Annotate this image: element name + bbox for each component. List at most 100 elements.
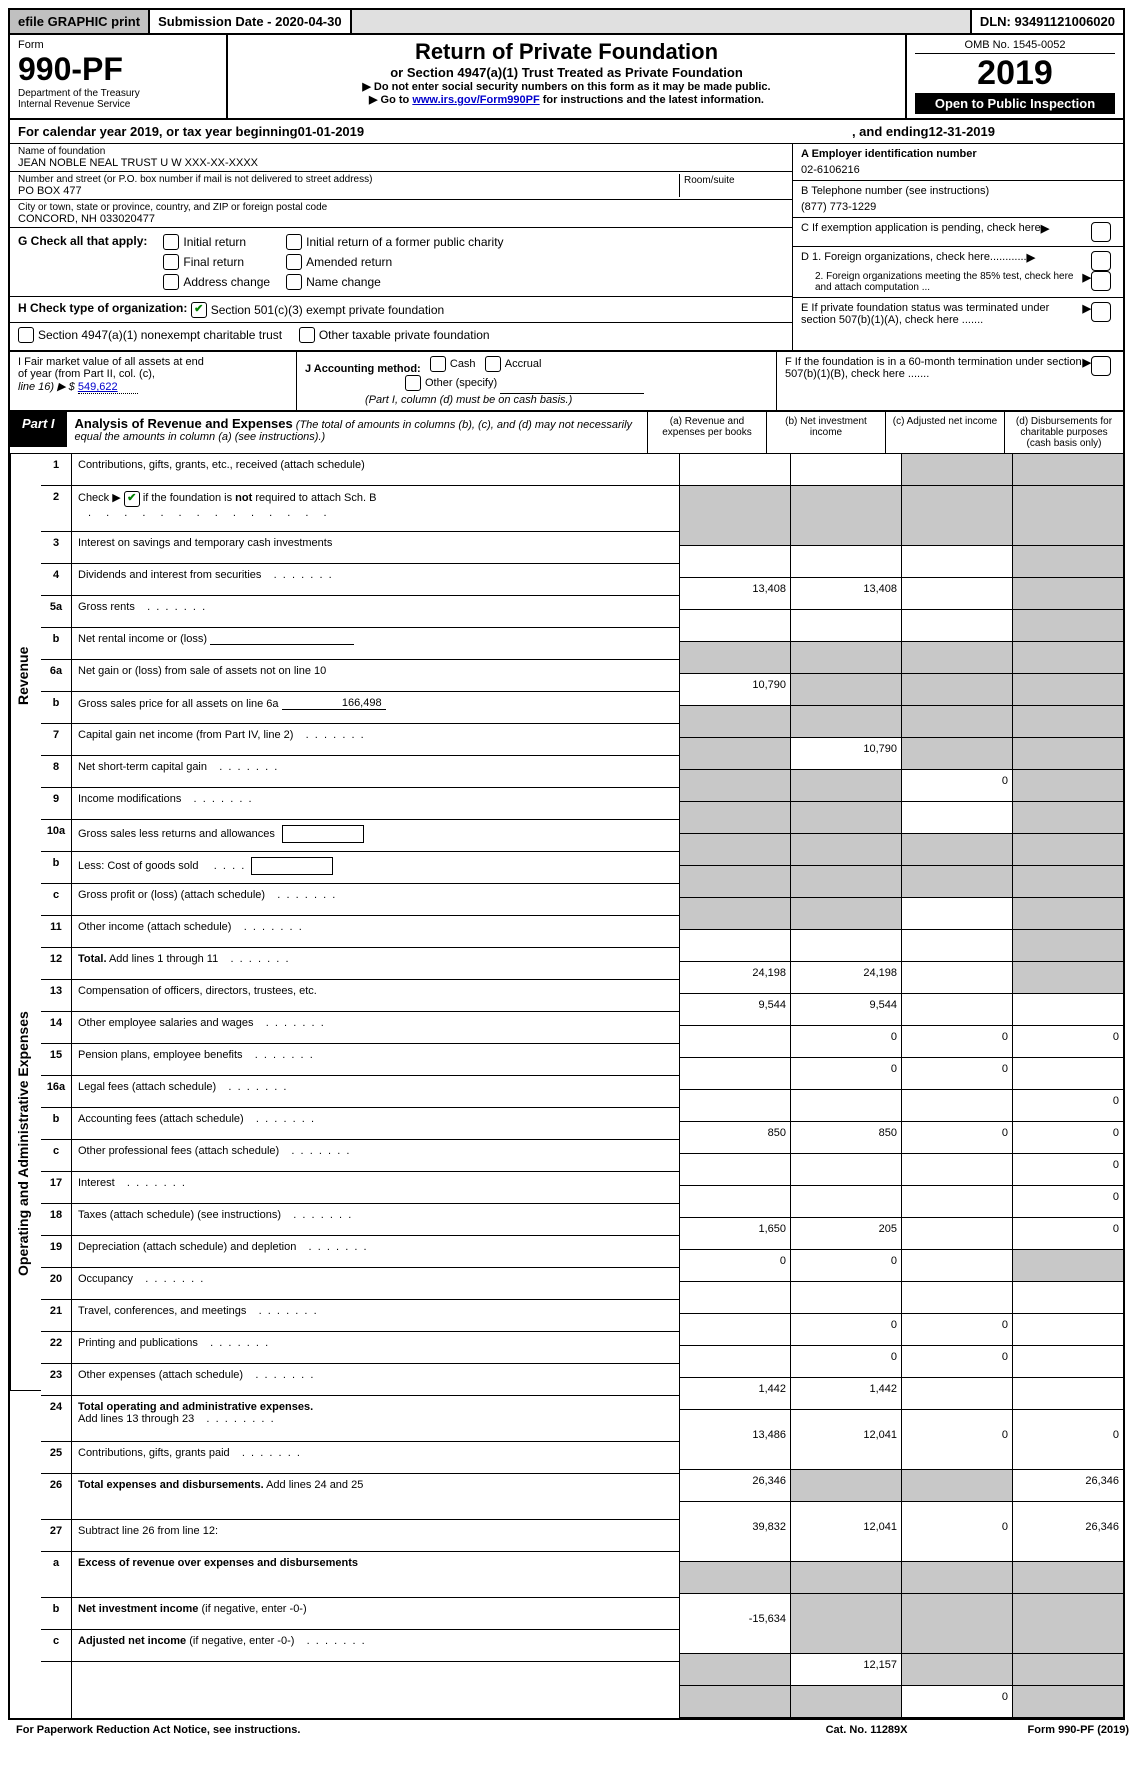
d2-check[interactable] xyxy=(1091,271,1111,291)
cell-23-c xyxy=(902,1378,1012,1410)
cell-13-d xyxy=(1013,994,1123,1026)
cell-a-a: -15,634 xyxy=(680,1594,790,1654)
cell-16a-b xyxy=(791,1090,901,1122)
cell-20-a xyxy=(680,1282,790,1314)
col-a: 13,40810,79024,1989,5448501,65001,44213,… xyxy=(679,454,790,1718)
h-row-1: H Check type of organization: Section 50… xyxy=(10,297,792,323)
cell-20-b xyxy=(791,1282,901,1314)
line-desc-13: Compensation of officers, directors, tru… xyxy=(72,980,679,1012)
cell-b-b: 850 xyxy=(791,1122,901,1154)
cell-7-d xyxy=(1013,738,1123,770)
cell-c-d: 0 xyxy=(1013,1154,1123,1186)
form-number: 990-PF xyxy=(18,51,218,88)
cell-19-d xyxy=(1013,1250,1123,1282)
cell-18-a: 1,650 xyxy=(680,1218,790,1250)
info-left: Name of foundation JEAN NOBLE NEAL TRUST… xyxy=(10,144,792,350)
cash-check[interactable] xyxy=(430,356,446,372)
line-desc-4: Dividends and interest from securities .… xyxy=(72,564,679,596)
cell-7-c xyxy=(902,738,1012,770)
cell-3-d xyxy=(1013,546,1123,578)
initial-return-check[interactable] xyxy=(163,234,179,250)
cell-b-a xyxy=(680,706,790,738)
cell-19-a: 0 xyxy=(680,1250,790,1282)
cell-16a-d: 0 xyxy=(1013,1090,1123,1122)
c-check[interactable] xyxy=(1091,222,1111,242)
cell-c-b xyxy=(791,898,901,930)
cell-b-d xyxy=(1013,866,1123,898)
e-check[interactable] xyxy=(1091,302,1111,322)
cell-6a-c xyxy=(902,674,1012,706)
cell-17-c xyxy=(902,1186,1012,1218)
line-desc-8: Net short-term capital gain . . . . . . … xyxy=(72,756,679,788)
line-num-14: 14 xyxy=(41,1012,71,1044)
other-method-check[interactable] xyxy=(405,375,421,391)
cell-4-a: 13,408 xyxy=(680,578,790,610)
name-change-check[interactable] xyxy=(286,274,302,290)
line-num-6a: 6a xyxy=(41,660,71,692)
col-b: 13,40810,79024,1989,544008502050001,4421… xyxy=(790,454,901,1718)
accrual-check[interactable] xyxy=(485,356,501,372)
line-desc-b: Net investment income (if negative, ente… xyxy=(72,1598,679,1630)
data-cols: 13,40810,79024,1989,5448501,65001,44213,… xyxy=(679,454,1123,1718)
cell-b-d xyxy=(1013,642,1123,674)
f-check[interactable] xyxy=(1091,356,1111,376)
cell-b-b xyxy=(791,642,901,674)
amended-return-check[interactable] xyxy=(286,254,302,270)
room-label: Room/suite xyxy=(684,175,735,186)
form-title: Return of Private Foundation xyxy=(236,39,897,65)
line-desc-c: Adjusted net income (if negative, enter … xyxy=(72,1630,679,1662)
line-num-22: 22 xyxy=(41,1332,71,1364)
line-desc-b: Net rental income or (loss) xyxy=(72,628,679,660)
cell-22-a xyxy=(680,1346,790,1378)
g-label: G Check all that apply: xyxy=(18,234,147,248)
part1-badge: Part I xyxy=(10,412,67,447)
cell-a-c xyxy=(902,1594,1012,1654)
s4947-check[interactable] xyxy=(18,327,34,343)
efile-label: efile GRAPHIC print xyxy=(10,10,150,33)
j-col: J Accounting method: Cash Accrual Other … xyxy=(297,352,776,410)
cell-2-d xyxy=(1013,486,1123,546)
h-label: H Check type of organization: xyxy=(18,301,187,315)
line-num-25: 25 xyxy=(41,1442,71,1474)
d2-label: 2. Foreign organizations meeting the 85%… xyxy=(815,271,1083,293)
cell-15-c: 0 xyxy=(902,1058,1012,1090)
d1-check[interactable] xyxy=(1091,251,1111,271)
col-headers: (a) Revenue and expenses per books (b) N… xyxy=(647,412,1123,453)
s501-check[interactable] xyxy=(191,302,207,318)
city-state-zip: CONCORD, NH 033020477 xyxy=(18,213,784,225)
cell-a-b xyxy=(791,1594,901,1654)
cell-10a-d xyxy=(1013,834,1123,866)
dln: DLN: 93491121006020 xyxy=(970,10,1123,33)
other-taxable-check[interactable] xyxy=(299,327,315,343)
line-desc-10a: Gross sales less returns and allowances xyxy=(72,820,679,852)
cell-b-a xyxy=(680,1654,790,1686)
info-block: Name of foundation JEAN NOBLE NEAL TRUST… xyxy=(10,144,1123,352)
cell-15-b: 0 xyxy=(791,1058,901,1090)
cell-b-d xyxy=(1013,706,1123,738)
irs-link[interactable]: www.irs.gov/Form990PF xyxy=(412,94,539,106)
line-num-21: 21 xyxy=(41,1300,71,1332)
initial-former-check[interactable] xyxy=(286,234,302,250)
cell-26-a: 39,832 xyxy=(680,1502,790,1562)
cell-2-a xyxy=(680,486,790,546)
address-change-check[interactable] xyxy=(163,274,179,290)
line-num-b: b xyxy=(41,1598,71,1630)
line-num-4: 4 xyxy=(41,564,71,596)
f-label: F If the foundation is in a 60-month ter… xyxy=(785,356,1083,406)
line-num-18: 18 xyxy=(41,1204,71,1236)
i-col: I Fair market value of all assets at end… xyxy=(10,352,297,410)
line-desc-20: Occupancy . . . . . . . xyxy=(72,1268,679,1300)
line-desc-6a: Net gain or (loss) from sale of assets n… xyxy=(72,660,679,692)
final-return-check[interactable] xyxy=(163,254,179,270)
cell-16a-c xyxy=(902,1090,1012,1122)
line-desc-11: Other income (attach schedule) . . . . .… xyxy=(72,916,679,948)
name-label: Name of foundation xyxy=(18,146,784,157)
cell-14-d: 0 xyxy=(1013,1026,1123,1058)
cell-13-c xyxy=(902,994,1012,1026)
form-container: efile GRAPHIC print Submission Date - 20… xyxy=(8,8,1125,1720)
cell-19-c xyxy=(902,1250,1012,1282)
cell-10a-b xyxy=(791,834,901,866)
cell-1-a xyxy=(680,454,790,486)
cell-24-c: 0 xyxy=(902,1410,1012,1470)
cell-20-c xyxy=(902,1282,1012,1314)
